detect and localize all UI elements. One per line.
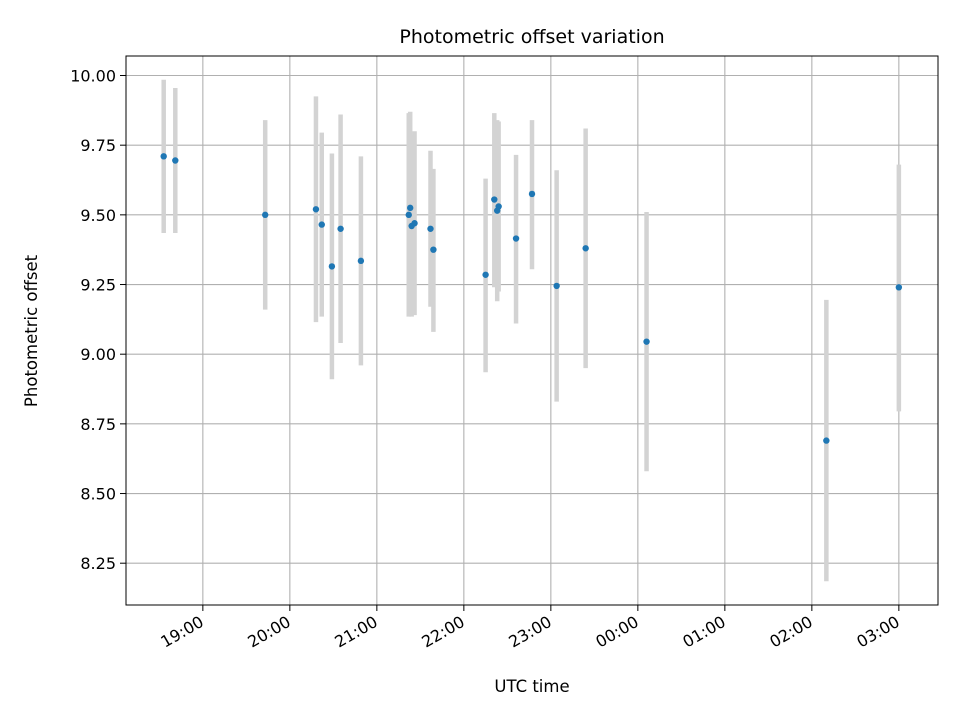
data-point: [337, 225, 344, 232]
chart-title: Photometric offset variation: [399, 26, 664, 48]
data-point: [495, 203, 502, 210]
x-axis-ticks: 19:00 20:00 21:00 22:00 23:00 00:00 01:00 02:00…: [157, 605, 903, 652]
data-point: [318, 221, 325, 228]
plot-frame: [125, 55, 939, 606]
x-tick-label: 00:00: [592, 612, 641, 652]
data-point: [262, 211, 269, 219]
data-point: [491, 196, 498, 203]
x-tick-label: 20:00: [244, 612, 293, 652]
x-tick-label: 22:00: [418, 612, 467, 652]
y-tick-label: 9.50: [80, 206, 116, 225]
grid-lines: [126, 56, 938, 605]
error-bars: [161, 79, 902, 582]
data-point: [328, 263, 336, 270]
data-point: [411, 220, 418, 227]
data-point: [405, 211, 412, 219]
data-point: [528, 190, 536, 198]
data-point: [895, 284, 903, 291]
y-tick-label: 9.75: [80, 136, 116, 155]
data-point: [512, 235, 520, 242]
y-tick-label: 8.25: [80, 554, 116, 573]
x-tick-label: 19:00: [157, 612, 206, 652]
x-axis-label: UTC time: [494, 677, 569, 696]
y-tick-label: 8.50: [80, 485, 116, 504]
y-tick-label: 9.00: [80, 345, 116, 364]
y-axis-ticks: 8.25 8.50 8.75 9.00 9.25 9.50 9.75 10.00: [70, 67, 126, 573]
data-point: [407, 204, 414, 212]
data-points: [160, 153, 903, 444]
y-tick-label: 8.75: [80, 415, 116, 434]
data-point: [160, 153, 167, 160]
y-tick-label: 9.25: [80, 276, 116, 295]
data-point: [482, 271, 489, 278]
data-point: [427, 225, 434, 232]
x-tick-label: 02:00: [766, 612, 815, 652]
data-point: [172, 157, 179, 164]
data-point: [582, 245, 589, 252]
data-point: [312, 206, 320, 213]
data-point: [553, 282, 560, 290]
x-tick-label: 01:00: [679, 612, 728, 652]
data-point: [430, 246, 437, 253]
data-point: [643, 338, 650, 345]
x-tick-label: 03:00: [853, 612, 902, 652]
x-tick-label: 21:00: [331, 612, 380, 652]
y-tick-label: 10.00: [70, 67, 116, 86]
data-point: [357, 257, 365, 265]
y-axis-label: Photometric offset: [22, 254, 41, 407]
data-point: [823, 437, 830, 444]
x-tick-label: 23:00: [505, 612, 554, 652]
